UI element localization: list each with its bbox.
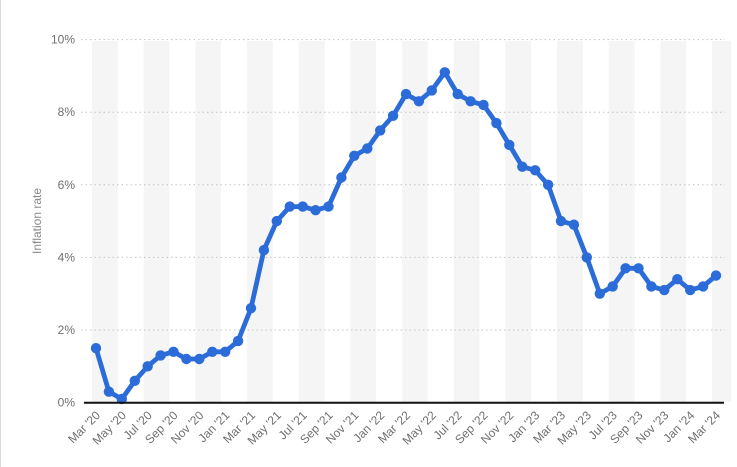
data-point[interactable]	[685, 284, 696, 296]
data-point[interactable]	[633, 263, 644, 274]
data-point[interactable]	[297, 201, 308, 212]
data-point[interactable]	[168, 346, 179, 357]
data-point[interactable]	[90, 343, 102, 354]
background-band	[660, 41, 687, 402]
background-band	[195, 41, 222, 402]
data-point[interactable]	[258, 244, 270, 256]
background-band	[143, 41, 170, 402]
data-point[interactable]	[194, 353, 205, 365]
y-tick-label: 2%	[58, 323, 76, 337]
data-point[interactable]	[555, 215, 567, 227]
data-point[interactable]	[646, 281, 657, 292]
background-band	[712, 41, 731, 402]
data-point[interactable]	[542, 179, 554, 190]
data-point[interactable]	[116, 393, 128, 405]
data-point[interactable]	[478, 99, 489, 111]
data-point[interactable]	[362, 143, 373, 154]
data-point[interactable]	[491, 117, 502, 129]
data-point[interactable]	[271, 215, 282, 227]
y-tick-label: 6%	[58, 178, 76, 192]
data-point[interactable]	[452, 88, 463, 100]
data-points	[90, 67, 722, 405]
data-point[interactable]	[517, 161, 528, 172]
background-band	[505, 41, 532, 402]
data-point[interactable]	[581, 252, 592, 263]
data-point[interactable]	[594, 288, 605, 299]
horizontal-gridlines	[81, 39, 725, 331]
data-point[interactable]	[245, 303, 257, 314]
y-axis-tick-labels: 0% 2% 4% 6% 8% 10%	[51, 33, 75, 410]
data-point[interactable]	[310, 205, 321, 216]
data-point[interactable]	[323, 201, 334, 212]
data-point[interactable]	[504, 139, 515, 151]
data-point[interactable]	[697, 281, 709, 292]
data-point[interactable]	[207, 346, 218, 357]
data-point[interactable]	[530, 165, 541, 176]
data-point[interactable]	[465, 96, 476, 107]
data-point[interactable]	[232, 335, 244, 347]
data-point[interactable]	[349, 150, 360, 161]
data-point[interactable]	[142, 361, 153, 372]
data-point[interactable]	[426, 85, 437, 96]
data-point[interactable]	[710, 270, 722, 281]
data-point[interactable]	[400, 88, 412, 100]
data-point[interactable]	[220, 346, 231, 357]
data-point[interactable]	[413, 96, 425, 107]
background-band	[350, 41, 377, 402]
data-point[interactable]	[387, 110, 399, 122]
data-point[interactable]	[336, 172, 347, 183]
y-tick-label: 4%	[58, 250, 76, 264]
data-point[interactable]	[284, 201, 295, 212]
data-point[interactable]	[155, 350, 166, 361]
data-point[interactable]	[439, 67, 450, 78]
background-band	[247, 41, 273, 402]
background-band	[608, 41, 635, 402]
background-band	[92, 41, 118, 402]
data-point[interactable]	[129, 375, 140, 386]
data-point[interactable]	[620, 263, 631, 274]
y-tick-label: 0%	[58, 396, 76, 410]
y-tick-label: 8%	[58, 105, 76, 119]
background-band	[298, 41, 325, 402]
data-point[interactable]	[672, 274, 683, 285]
data-point[interactable]	[659, 284, 670, 296]
y-tick-label: 10%	[51, 33, 75, 47]
data-point[interactable]	[103, 386, 115, 397]
data-point[interactable]	[568, 219, 580, 230]
data-point[interactable]	[181, 353, 192, 365]
plot-background-bands	[92, 41, 731, 402]
data-point[interactable]	[607, 281, 618, 292]
data-point[interactable]	[375, 125, 386, 136]
y-axis-title: Inflation rate	[30, 188, 44, 254]
